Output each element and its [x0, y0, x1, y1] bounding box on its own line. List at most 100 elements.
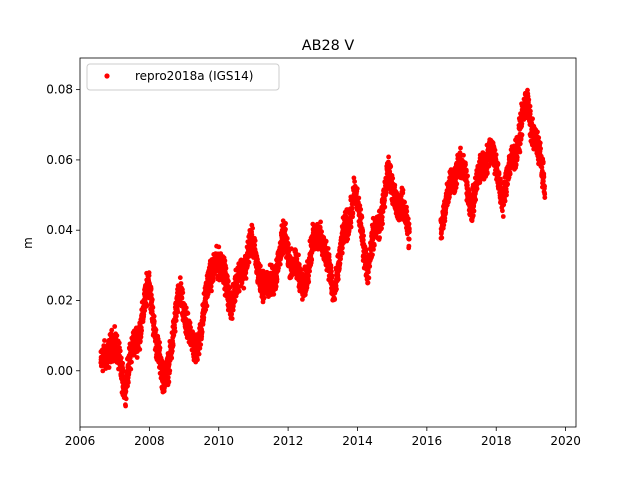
data-point — [406, 236, 412, 242]
data-point — [406, 226, 412, 231]
y-tick-label: 0.00 — [46, 364, 73, 378]
data-point — [274, 276, 280, 282]
data-point — [337, 261, 343, 266]
data-point — [392, 182, 398, 188]
data-point — [473, 197, 478, 203]
x-tick-label: 2016 — [412, 434, 443, 448]
data-point — [350, 211, 356, 216]
data-point — [474, 186, 480, 192]
data-point — [332, 297, 338, 302]
data-point — [283, 226, 288, 232]
data-point — [323, 238, 329, 244]
data-point — [464, 168, 469, 174]
data-point — [328, 265, 334, 270]
data-point — [243, 276, 249, 281]
data-point — [307, 268, 312, 274]
data-point — [367, 263, 373, 269]
data-point — [298, 267, 304, 272]
data-point — [231, 303, 236, 309]
data-point — [210, 275, 216, 280]
data-point — [123, 396, 129, 402]
data-point — [157, 345, 163, 351]
data-point — [542, 183, 547, 189]
data-point — [461, 152, 466, 158]
data-point — [541, 174, 547, 180]
data-point — [197, 345, 203, 351]
data-point — [335, 276, 341, 282]
data-point — [112, 324, 118, 329]
data-point — [271, 291, 277, 297]
data-point — [125, 380, 131, 385]
data-point — [507, 171, 513, 177]
data-point — [116, 340, 122, 346]
data-point — [348, 220, 354, 226]
data-point — [372, 242, 377, 248]
data-point — [319, 229, 324, 235]
data-point — [465, 173, 470, 179]
data-point — [276, 265, 281, 271]
data-point — [497, 181, 503, 187]
data-point — [173, 318, 179, 323]
data-point — [169, 348, 175, 354]
plot-area-frame — [79, 57, 577, 428]
data-point — [229, 311, 235, 317]
data-point — [306, 273, 311, 279]
data-point — [141, 312, 147, 317]
data-point — [222, 258, 228, 264]
data-point — [236, 288, 242, 294]
data-point — [120, 360, 126, 366]
data-point — [306, 279, 312, 285]
data-point — [363, 247, 369, 253]
data-point — [356, 195, 362, 201]
data-point — [177, 275, 183, 281]
data-point — [172, 329, 178, 334]
data-point — [333, 283, 339, 288]
data-point — [230, 307, 236, 313]
data-point — [334, 286, 339, 292]
data-point — [243, 270, 249, 276]
x-tick-label: 2018 — [481, 434, 512, 448]
data-point — [404, 204, 409, 210]
data-point — [195, 357, 200, 363]
data-point — [234, 283, 240, 288]
data-point — [349, 205, 355, 211]
data-point — [540, 159, 546, 165]
data-point — [379, 225, 384, 231]
x-tick-label: 2020 — [550, 434, 581, 448]
data-point — [360, 237, 366, 243]
data-point — [470, 213, 476, 218]
data-point — [539, 165, 545, 170]
data-point — [360, 229, 366, 235]
data-point — [280, 251, 286, 257]
data-point — [525, 87, 530, 93]
data-point — [359, 214, 365, 220]
x-tick-label: 2012 — [273, 434, 304, 448]
data-point — [382, 198, 387, 203]
data-point — [358, 207, 364, 212]
data-point — [185, 310, 191, 316]
data-point — [196, 351, 202, 357]
data-point — [351, 175, 357, 181]
data-point — [485, 171, 490, 176]
x-axis: 2006 2008 2010 2012 2014 2016 2018 2020 — [65, 427, 581, 448]
data-point — [402, 199, 407, 205]
x-tick-label: 2010 — [203, 434, 234, 448]
data-point — [118, 355, 124, 361]
data-point — [442, 218, 448, 224]
data-point — [226, 278, 231, 284]
data-point — [180, 290, 186, 296]
data-point — [513, 162, 519, 168]
data-point — [335, 273, 341, 278]
data-point — [517, 149, 523, 155]
data-point — [289, 246, 294, 252]
data-point — [109, 327, 115, 333]
data-point — [166, 379, 172, 385]
legend-label: repro2018a (IGS14) — [135, 69, 253, 83]
data-point — [175, 309, 181, 315]
data-point — [201, 315, 207, 320]
data-point — [380, 221, 385, 227]
data-point — [171, 332, 177, 338]
data-point — [505, 181, 510, 187]
data-point — [542, 195, 548, 201]
